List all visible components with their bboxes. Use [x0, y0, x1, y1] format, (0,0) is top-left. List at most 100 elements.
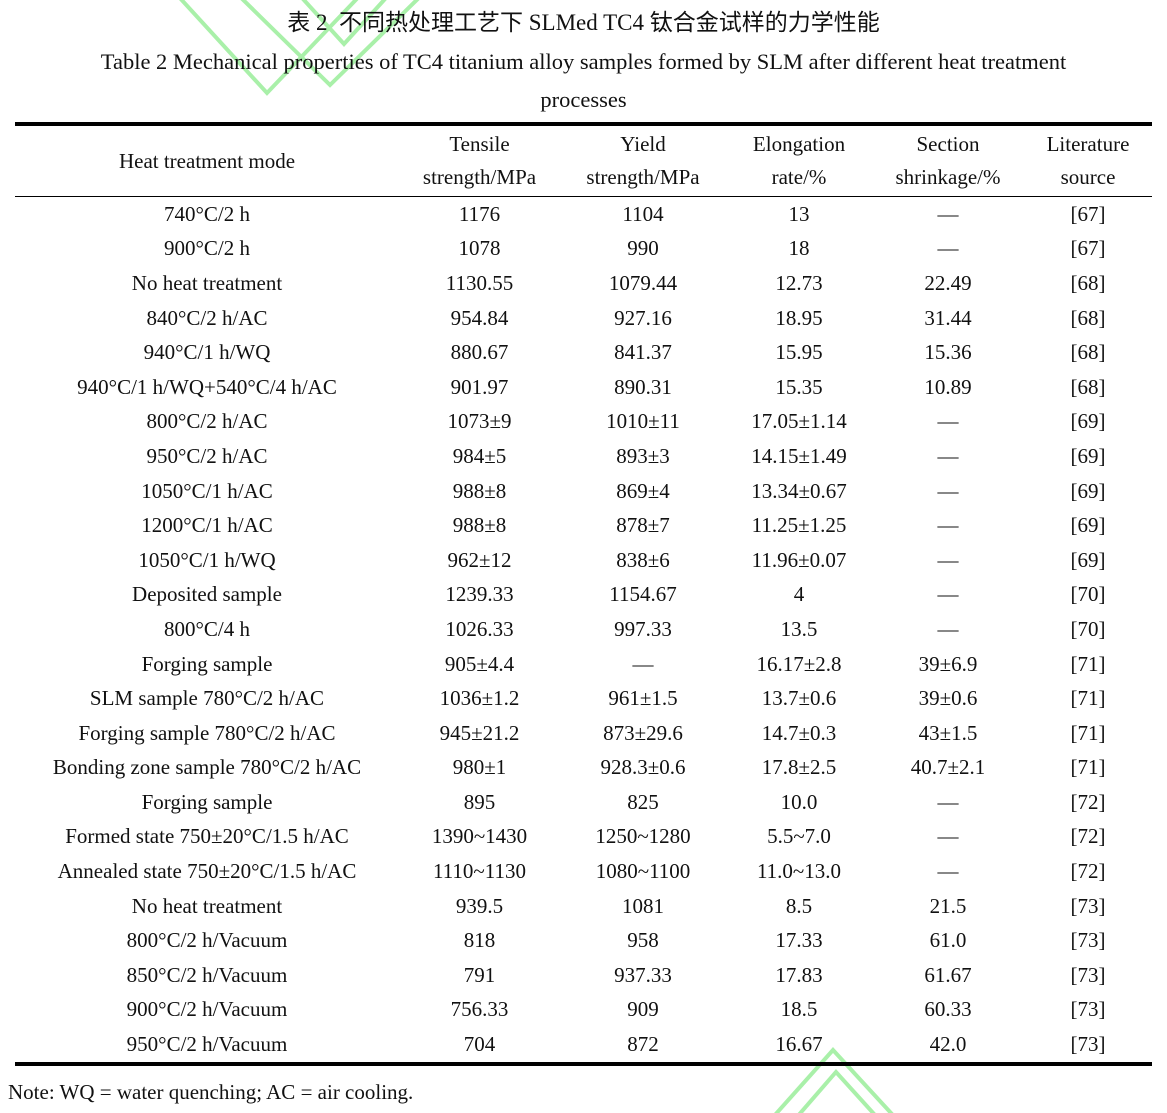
- table-cell-elongation: 5.5~7.0: [767, 824, 831, 849]
- table-cell-yield: 958: [627, 928, 659, 953]
- table-cell-source: [72]: [1070, 859, 1106, 884]
- table-cell-elongation: 10.0: [780, 789, 818, 814]
- table-cell-source: [68]: [1070, 340, 1106, 365]
- table-cell-mode: 840°C/2 h/AC: [146, 305, 268, 330]
- table-cell-source: [70]: [1070, 582, 1106, 607]
- table-cell-shrinkage: —: [937, 616, 959, 641]
- table-cell-yield: 873±29.6: [603, 720, 683, 745]
- table-cell-yield: 825: [627, 789, 659, 814]
- table-cell-mode: 900°C/2 h/Vacuum: [126, 997, 288, 1022]
- table-cell-tensile: 1239.33: [445, 582, 514, 607]
- table-cell-mode: Deposited sample: [132, 582, 282, 607]
- table-cell-tensile: 1110~1130: [432, 859, 527, 884]
- column-header-line: rate/%: [771, 165, 827, 189]
- table-cell-shrinkage: 10.89: [924, 374, 972, 399]
- table-cell-shrinkage: —: [937, 236, 959, 261]
- table-cell-yield: 1104: [622, 201, 664, 226]
- table-cell-shrinkage: 43±1.5: [918, 720, 978, 745]
- column-header-yield: Yield strength/MPa: [560, 126, 726, 196]
- table-cell-mode: 940°C/1 h/WQ: [143, 340, 271, 365]
- table-cell-shrinkage: 21.5: [929, 893, 967, 918]
- table-title-english: Table 2 Mechanical properties of TC4 tit…: [100, 49, 1067, 74]
- table-row: 1050°C/1 h/AC 988±8 869±4 13.34±0.67 — [69]: [15, 474, 1152, 509]
- table-row: 900°C/2 h 1078 990 18 — [67]: [15, 232, 1152, 267]
- table-cell-mode: 1200°C/1 h/AC: [141, 513, 273, 538]
- table-cell-tensile: 1026.33: [445, 616, 514, 641]
- table-row: 850°C/2 h/Vacuum 791 937.33 17.83 61.67 [73]: [15, 958, 1152, 993]
- table-cell-yield: 1080~1100: [595, 859, 691, 884]
- table-cell-shrinkage: 39±0.6: [918, 686, 978, 711]
- table-cell-source: [67]: [1070, 236, 1106, 261]
- table-row: 900°C/2 h/Vacuum 756.33 909 18.5 60.33 [73]: [15, 993, 1152, 1028]
- table-cell-source: [68]: [1070, 270, 1106, 295]
- table-cell-shrinkage: 31.44: [924, 305, 972, 330]
- column-header-line: Literature: [1046, 132, 1130, 156]
- column-header-line: Section: [916, 132, 980, 156]
- table-cell-tensile: 984±5: [452, 443, 507, 468]
- table-cell-elongation: 16.67: [775, 1032, 823, 1057]
- table-cell-mode: 740°C/2 h: [164, 201, 250, 226]
- table-cell-source: [71]: [1070, 720, 1106, 745]
- table-row: 1200°C/1 h/AC 988±8 878±7 11.25±1.25 — [69]: [15, 508, 1152, 543]
- table-cell-shrinkage: —: [937, 201, 959, 226]
- table-cell-tensile: 704: [463, 1032, 496, 1057]
- table-cell-elongation: 15.35: [775, 374, 823, 399]
- table-cell-tensile: 1078: [458, 236, 501, 261]
- table-cell-elongation: 4: [793, 582, 805, 607]
- table-cell-mode: 940°C/1 h/WQ+540°C/4 h/AC: [77, 374, 337, 399]
- table-row: 800°C/2 h/AC 1073±9 1010±11 17.05±1.14 — [69]: [15, 405, 1152, 440]
- table-cell-shrinkage: —: [937, 443, 959, 468]
- table-cell-elongation: 18: [788, 236, 810, 261]
- table-title-chinese: 表 2 不同热处理工艺下 SLMed TC4 钛合金试样的力学性能: [287, 10, 880, 35]
- table-cell-mode: 950°C/2 h/Vacuum: [126, 1032, 288, 1057]
- table-cell-tensile: 988±8: [452, 478, 507, 503]
- column-header-line: Tensile: [449, 132, 510, 156]
- table-cell-source: [69]: [1070, 409, 1106, 434]
- table-cell-elongation: 12.73: [775, 270, 823, 295]
- table-cell-mode: Forging sample: [141, 789, 273, 814]
- column-header-line: strength/MPa: [586, 165, 700, 189]
- column-header-mode: Heat treatment mode: [15, 126, 399, 196]
- table-cell-elongation: 14.15±1.49: [751, 443, 847, 468]
- table-row: 940°C/1 h/WQ 880.67 841.37 15.95 15.36 [68]: [15, 335, 1152, 370]
- table-cell-tensile: 895: [463, 789, 496, 814]
- table-cell-yield: 1250~1280: [595, 824, 691, 849]
- table-cell-shrinkage: —: [937, 409, 959, 434]
- table-cell-elongation: 13.34±0.67: [751, 478, 847, 503]
- table-cell-source: [73]: [1070, 997, 1106, 1022]
- table-cell-elongation: 11.0~13.0: [756, 859, 842, 884]
- table-cell-tensile: 1176: [458, 201, 501, 226]
- table-cell-yield: 990: [627, 236, 659, 261]
- table-cell-yield: 937.33: [614, 962, 672, 987]
- column-header-line: Yield: [620, 132, 666, 156]
- table-cell-source: [68]: [1070, 374, 1106, 399]
- table-cell-yield: 1081: [622, 893, 664, 918]
- column-header-line: source: [1060, 165, 1116, 189]
- column-header-line: Heat treatment mode: [118, 148, 296, 173]
- table-cell-mode: Formed state 750±20°C/1.5 h/AC: [65, 824, 349, 849]
- table-cell-source: [73]: [1070, 962, 1106, 987]
- table-cell-yield: 928.3±0.6: [600, 755, 686, 780]
- table-cell-yield: 927.16: [614, 305, 672, 330]
- table-cell-tensile: 1036±1.2: [439, 686, 520, 711]
- table-cell-yield: 1154.67: [609, 582, 677, 607]
- table-cell-tensile: 818: [463, 928, 496, 953]
- data-table: Heat treatment mode Tensile strength/MPa Yi…: [15, 122, 1152, 1066]
- table-cell-source: [72]: [1070, 789, 1106, 814]
- table-cell-mode: 800°C/2 h/Vacuum: [126, 928, 288, 953]
- table-cell-tensile: 791: [463, 962, 496, 987]
- table-cell-shrinkage: —: [937, 859, 959, 884]
- table-cell-tensile: 954.84: [450, 305, 509, 330]
- table-cell-mode: No heat treatment: [131, 270, 283, 295]
- column-header-line: strength/MPa: [422, 165, 537, 189]
- table-cell-elongation: 18.5: [780, 997, 818, 1022]
- table-cell-mode: Forging sample: [141, 651, 273, 676]
- table-cell-yield: 909: [627, 997, 659, 1022]
- column-header-line: shrinkage/%: [895, 165, 1001, 189]
- table-cell-source: [71]: [1070, 686, 1106, 711]
- table-cell-mode: Annealed state 750±20°C/1.5 h/AC: [57, 859, 357, 884]
- table-cell-shrinkage: 40.7±2.1: [910, 755, 986, 780]
- table-row: Forging sample 895 825 10.0 — [72]: [15, 785, 1152, 820]
- table-cell-tensile: 901.97: [450, 374, 509, 399]
- table-cell-source: [69]: [1070, 513, 1106, 538]
